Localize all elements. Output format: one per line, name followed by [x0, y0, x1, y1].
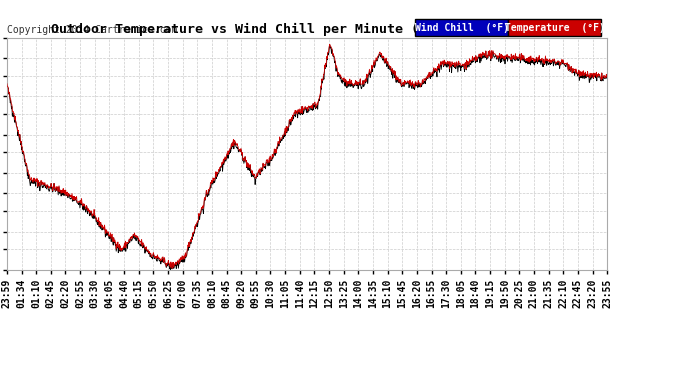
FancyBboxPatch shape [508, 19, 601, 36]
Text: Temperature  (°F): Temperature (°F) [505, 22, 604, 33]
Text: Copyright 2014 Cartronics.com: Copyright 2014 Cartronics.com [7, 25, 177, 35]
Title: Outdoor Temperature vs Wind Chill per Minute (24 Hours) 20141004: Outdoor Temperature vs Wind Chill per Mi… [51, 23, 563, 36]
Text: Wind Chill  (°F): Wind Chill (°F) [415, 22, 509, 33]
FancyBboxPatch shape [415, 19, 508, 36]
